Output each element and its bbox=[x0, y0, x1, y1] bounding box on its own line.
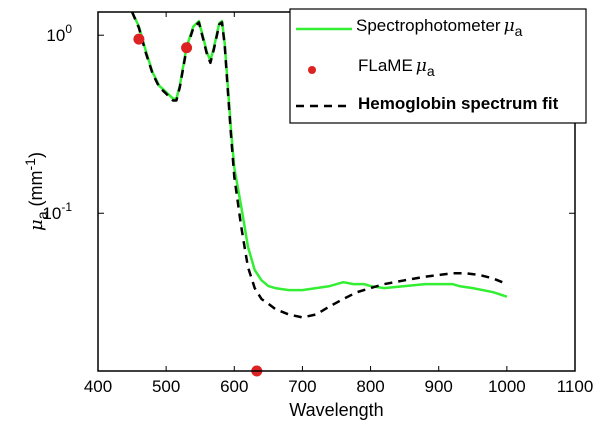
legend-label-flame: FLaME μa bbox=[358, 56, 435, 79]
y-axis-unit-close: ) bbox=[26, 152, 46, 158]
x-tick-label: 1100 bbox=[557, 377, 594, 396]
y-axis-unit-open: (mm bbox=[26, 170, 46, 211]
y-axis-label: μa (mm-1) bbox=[22, 152, 50, 231]
y-tick-label: 100 bbox=[46, 22, 72, 45]
x-tick-label: 500 bbox=[152, 377, 180, 396]
legend-swatch-flame bbox=[308, 66, 316, 74]
y-axis-subscript: a bbox=[34, 211, 50, 219]
series-line-spectrophotometer bbox=[130, 11, 508, 298]
y-tick-label: 10-1 bbox=[42, 200, 72, 223]
x-axis-label: Wavelength bbox=[289, 400, 383, 420]
y-axis-symbol: μ bbox=[26, 219, 47, 231]
legend: Spectrophotometer μa FLaME μa Hemoglobin s… bbox=[289, 8, 587, 124]
x-tick-label: 600 bbox=[220, 377, 248, 396]
x-tick-label: 900 bbox=[425, 377, 453, 396]
x-tick-label: 1000 bbox=[488, 377, 526, 396]
legend-label-hemoglobin-fit: Hemoglobin spectrum fit bbox=[358, 94, 559, 113]
legend-label-spectrophotometer: Spectrophotometer μa bbox=[356, 16, 523, 39]
y-axis-unit-exp: -1 bbox=[22, 158, 38, 171]
x-tick-label: 800 bbox=[356, 377, 384, 396]
data-point-flame bbox=[181, 42, 193, 54]
ticks-layer: 400 500 600 700 800 900 1000 1100 100 10-1 bbox=[42, 12, 593, 396]
x-tick-label: 400 bbox=[84, 377, 112, 396]
x-tick-label: 700 bbox=[288, 377, 316, 396]
data-point-flame bbox=[133, 33, 145, 45]
